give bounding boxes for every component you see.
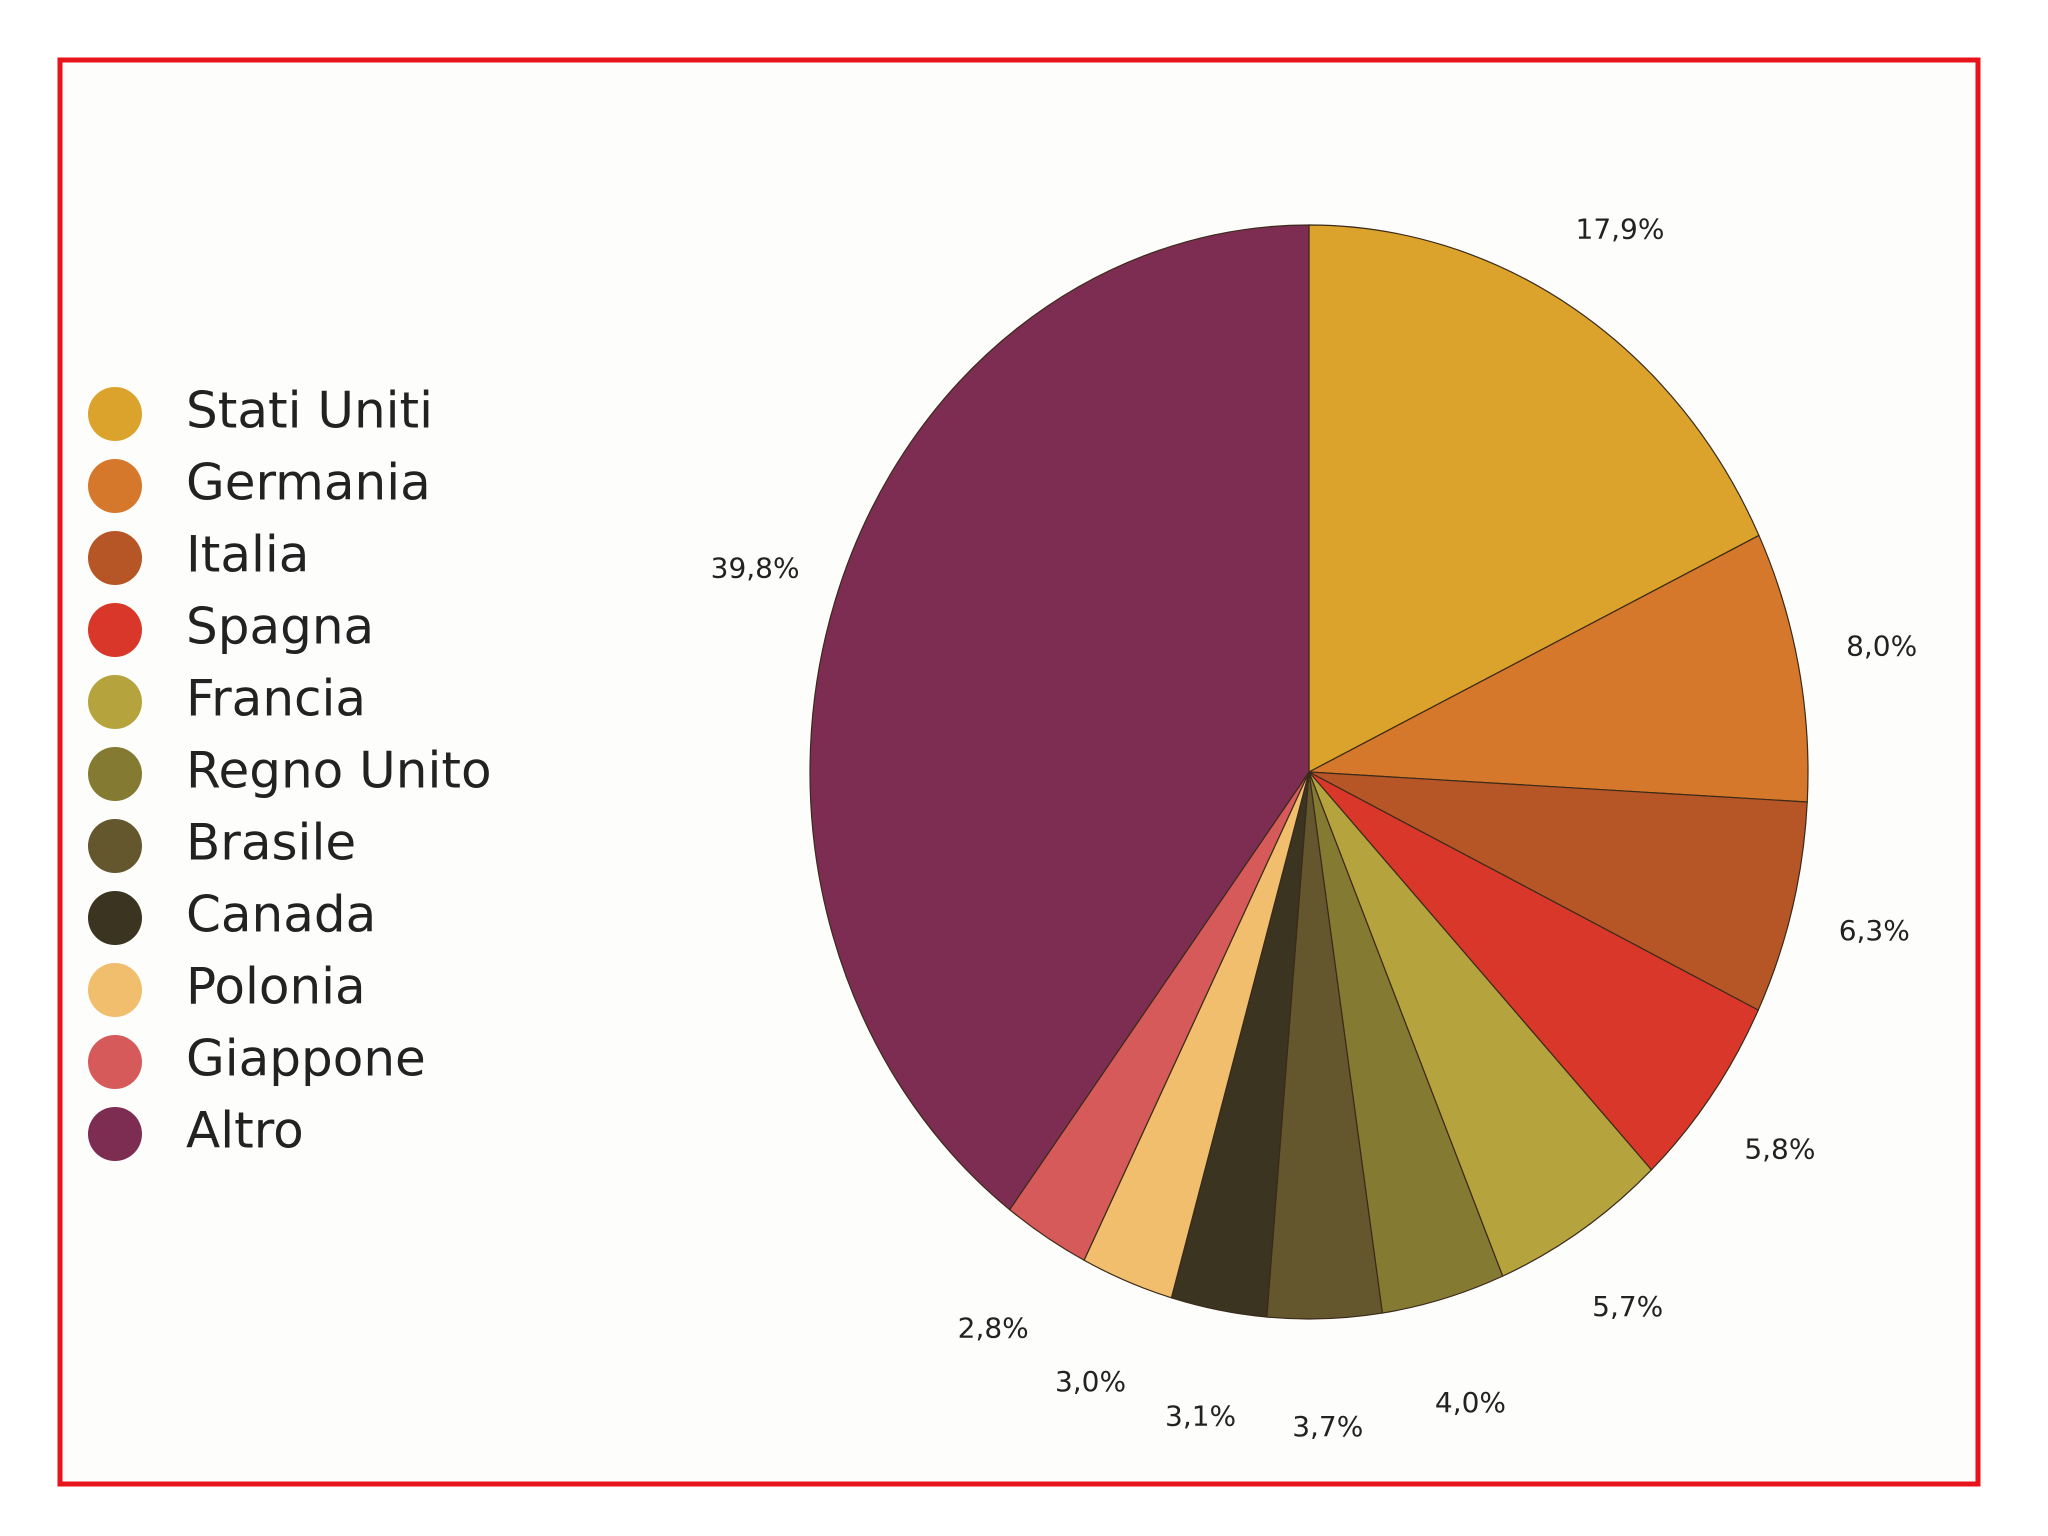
legend-swatch: [88, 603, 142, 657]
legend-swatch: [88, 675, 142, 729]
pie-slice: [1308, 771, 1760, 1171]
value-label: 5,8%: [1744, 1132, 1815, 1165]
pie: [809, 224, 1809, 1320]
legend: Stati Uniti Germania Italia Spagna Francia Re…: [88, 382, 492, 1161]
legend-swatch: [88, 747, 142, 801]
value-label: 8,0%: [1846, 629, 1917, 662]
legend-swatch: [88, 819, 142, 873]
value-label: 17,9%: [1576, 212, 1665, 245]
value-label: 5,7%: [1592, 1290, 1663, 1323]
value-label: 3,1%: [1165, 1400, 1236, 1433]
legend-label: Giappone: [186, 1030, 426, 1088]
legend-label: Spagna: [186, 598, 374, 656]
legend-swatch: [88, 1035, 142, 1089]
pie-slice: [1308, 224, 1760, 773]
pie-slice: [809, 224, 1310, 1211]
legend-swatch: [88, 387, 142, 441]
legend-swatch: [88, 1107, 142, 1161]
value-label: 3,7%: [1292, 1410, 1363, 1443]
legend-label: Germania: [186, 454, 431, 512]
value-label: 4,0%: [1435, 1386, 1506, 1419]
legend-label: Canada: [186, 886, 376, 944]
value-label: 6,3%: [1839, 914, 1910, 947]
legend-label: Altro: [186, 1102, 304, 1160]
legend-label: Francia: [186, 670, 366, 728]
legend-swatch: [88, 963, 142, 1017]
value-label: 39,8%: [711, 552, 800, 585]
labels: 17,9% 8,0% 6,3% 5,8% 5,7% 4,0% 3,7% 3,1% 3,0% 2,8…: [711, 212, 1918, 1443]
legend-label: Italia: [186, 526, 309, 584]
legend-label: Brasile: [186, 814, 356, 872]
legend-label: Stati Uniti: [186, 382, 433, 440]
legend-swatch: [88, 531, 142, 585]
legend-swatch: [88, 459, 142, 513]
pie-slice: [1306, 534, 1809, 803]
legend-label: Polonia: [186, 958, 366, 1016]
value-label: 3,0%: [1055, 1365, 1126, 1398]
legend-swatch: [88, 891, 142, 945]
pie-slice: [1308, 771, 1653, 1277]
pie-slice: [1308, 771, 1808, 1011]
value-label: 2,8%: [958, 1312, 1029, 1345]
legend-label: Regno Unito: [186, 742, 492, 800]
